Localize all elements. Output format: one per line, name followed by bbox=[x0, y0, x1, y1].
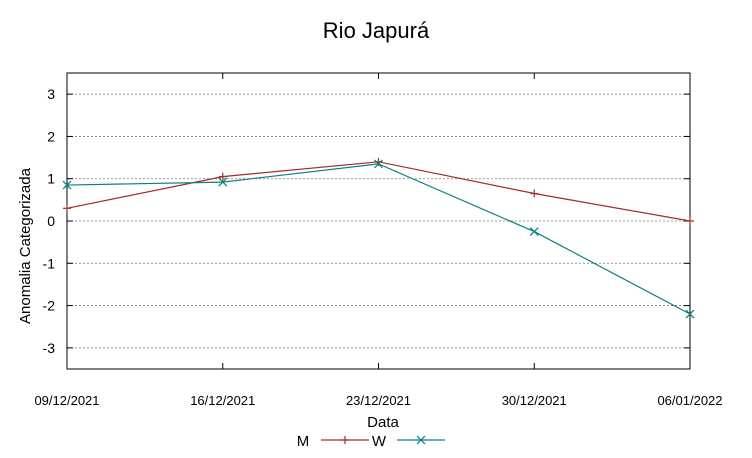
y-tick-label: 2 bbox=[47, 128, 55, 144]
legend-label-M: M bbox=[297, 433, 310, 450]
y-tick-label: -1 bbox=[43, 255, 56, 271]
x-axis-label: Data bbox=[367, 414, 399, 431]
x-tick-label: 23/12/2021 bbox=[346, 393, 411, 408]
data-point-M bbox=[218, 172, 227, 181]
series-line-M bbox=[66, 161, 691, 222]
data-point-W bbox=[529, 227, 539, 236]
data-point-W bbox=[218, 177, 228, 187]
chart-title: Rio Japurá bbox=[323, 18, 430, 43]
y-axis-label: Anomalia Categorizada bbox=[17, 167, 34, 324]
data-point-M bbox=[530, 189, 539, 198]
y-axis-ticks: 3 2 1 0 -1 -2 -3 bbox=[43, 86, 690, 356]
y-tick-label: 0 bbox=[47, 213, 55, 229]
series-layer bbox=[62, 157, 695, 319]
data-point-M bbox=[63, 204, 71, 213]
grid bbox=[67, 93, 690, 349]
x-tick-label: 16/12/2021 bbox=[190, 393, 255, 408]
y-tick-label: 3 bbox=[47, 86, 55, 102]
x-tick-label: 06/01/2022 bbox=[657, 393, 722, 408]
legend-marker-W bbox=[416, 435, 426, 445]
y-tick-label: -2 bbox=[43, 298, 56, 314]
series-line-W bbox=[66, 163, 691, 315]
x-tick-label: 09/12/2021 bbox=[34, 393, 99, 408]
y-tick-label: 1 bbox=[47, 171, 55, 187]
y-tick-label: -3 bbox=[43, 340, 56, 356]
data-point-W bbox=[374, 159, 383, 169]
data-point-M bbox=[686, 217, 694, 225]
legend-marker-M bbox=[341, 436, 349, 444]
data-point-W bbox=[62, 180, 72, 190]
data-point-W bbox=[685, 309, 695, 319]
x-tick-label: 30/12/2021 bbox=[502, 393, 567, 408]
x-axis-ticks: 09/12/2021 16/12/2021 23/12/2021 30/12/2021… bbox=[34, 73, 723, 408]
legend-label-W: W bbox=[372, 433, 387, 450]
